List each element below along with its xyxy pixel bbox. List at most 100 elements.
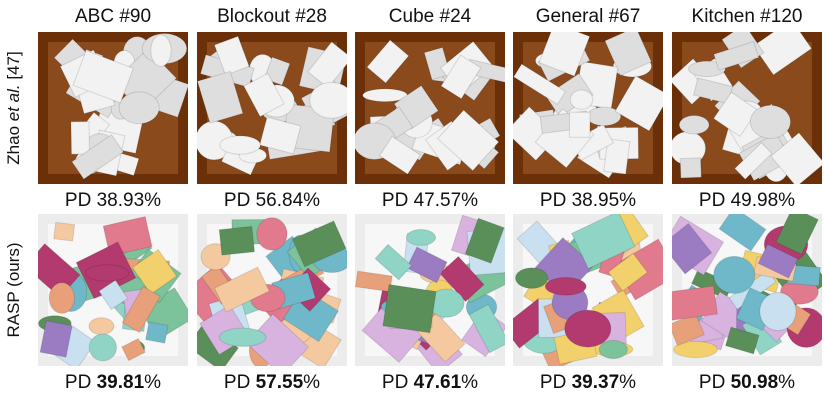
object — [218, 327, 267, 347]
object — [263, 56, 291, 86]
row-label: Zhao et al. [47] — [4, 51, 23, 164]
objects — [355, 214, 505, 366]
object — [734, 142, 773, 180]
pd-caption: PD 38.95% — [540, 190, 636, 211]
object — [72, 50, 134, 104]
object — [598, 339, 628, 360]
metric-value: 57.55 — [256, 372, 304, 393]
scene-image — [513, 32, 663, 184]
metric-name: PD — [65, 372, 91, 393]
object — [243, 72, 285, 118]
metric-unit: % — [619, 190, 636, 211]
metric-unit: % — [619, 372, 636, 393]
object — [436, 109, 500, 172]
object — [464, 217, 505, 264]
metric-unit: % — [303, 372, 320, 393]
row-label-part: RASP (ours) — [4, 242, 23, 337]
scene-image — [197, 32, 347, 184]
object — [439, 255, 485, 303]
object — [374, 243, 413, 281]
scene-image — [672, 214, 822, 366]
pd-caption: PD 47.61% — [382, 372, 478, 393]
object — [382, 283, 437, 334]
object — [678, 115, 710, 135]
objects — [38, 216, 188, 366]
object — [197, 70, 244, 124]
metric-name: PD — [540, 372, 566, 393]
object — [513, 63, 567, 106]
object — [131, 248, 178, 295]
object — [98, 279, 129, 311]
object — [213, 266, 271, 313]
object — [607, 252, 649, 292]
object — [603, 138, 631, 175]
object — [219, 135, 261, 155]
objects — [513, 32, 663, 179]
object — [405, 229, 437, 246]
object — [713, 255, 756, 295]
object — [757, 243, 799, 279]
object — [291, 220, 347, 268]
object — [468, 303, 505, 354]
object — [672, 312, 705, 347]
object — [309, 81, 347, 119]
object — [355, 270, 393, 293]
object — [121, 337, 146, 362]
object — [544, 277, 587, 296]
objects — [355, 39, 505, 175]
object — [245, 313, 310, 366]
objects — [513, 214, 663, 366]
object — [712, 91, 759, 138]
metric-name: PD — [540, 190, 566, 211]
object — [307, 41, 347, 89]
objects — [197, 217, 347, 366]
object — [514, 267, 549, 289]
pd-caption: PD 38.93% — [65, 190, 161, 211]
column-title: Kitchen #120 — [692, 6, 803, 27]
metric-name: PD — [382, 372, 408, 393]
object — [48, 282, 76, 314]
metric-name: PD — [65, 190, 91, 211]
object — [604, 32, 652, 77]
object — [145, 321, 169, 344]
object — [213, 35, 250, 76]
object — [538, 32, 591, 77]
object — [713, 40, 760, 71]
object — [218, 225, 256, 256]
metric-unit: % — [303, 190, 320, 211]
object — [759, 291, 797, 332]
metric-name: PD — [224, 190, 250, 211]
scene-image — [513, 214, 663, 366]
row-label: RASP (ours) — [4, 242, 23, 337]
pd-caption: PD 56.84% — [224, 190, 320, 211]
row-label-part: et al. — [4, 84, 23, 121]
pd-caption: PD 49.98% — [699, 190, 795, 211]
pd-caption: PD 47.57% — [382, 190, 478, 211]
metric-name: PD — [382, 190, 408, 211]
object — [775, 214, 819, 256]
object — [366, 39, 410, 84]
metric-value: 38.95 — [572, 190, 620, 211]
object — [752, 32, 813, 76]
metric-value: 39.81 — [97, 372, 145, 393]
metric-unit: % — [144, 372, 161, 393]
object — [71, 133, 125, 180]
metric-value: 39.37 — [572, 372, 620, 393]
object — [568, 111, 591, 138]
object — [564, 309, 612, 348]
object — [673, 340, 719, 359]
objects — [672, 32, 822, 184]
metric-name: PD — [699, 372, 725, 393]
object — [259, 116, 302, 155]
objects — [672, 214, 822, 359]
metric-value: 50.98 — [731, 372, 779, 393]
metric-name: PD — [699, 190, 725, 211]
object — [687, 60, 726, 78]
object — [570, 214, 636, 270]
metric-unit: % — [778, 372, 795, 393]
scene-image — [355, 32, 505, 184]
object — [770, 132, 822, 184]
scene-image — [38, 32, 188, 184]
